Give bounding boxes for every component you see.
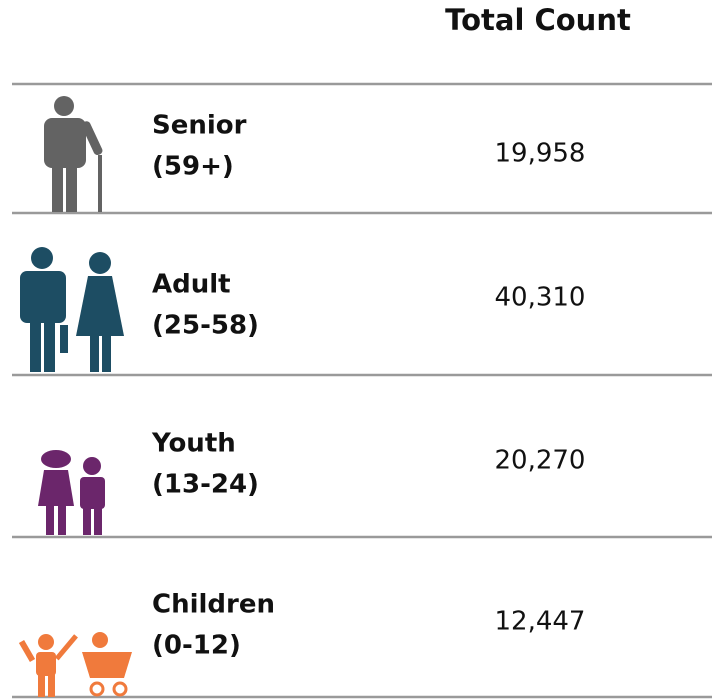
row-label: Senior xyxy=(152,111,247,141)
row-count: 12,447 xyxy=(495,607,586,637)
row-count: 40,310 xyxy=(495,283,586,313)
row-range: (59+) xyxy=(152,152,234,182)
rules xyxy=(12,82,712,699)
header-title: Total Count xyxy=(445,3,631,37)
row-label: Adult xyxy=(152,270,231,300)
row-count: 20,270 xyxy=(495,446,586,476)
children-icon xyxy=(18,632,132,697)
row-range: (13-24) xyxy=(152,470,259,500)
row-count: 19,958 xyxy=(495,139,586,169)
row-label: Youth xyxy=(151,429,236,459)
row-range: (0-12) xyxy=(152,631,241,661)
adult-icon xyxy=(20,247,124,372)
youth-icon xyxy=(38,450,105,535)
row-label: Children xyxy=(152,590,275,620)
senior-icon xyxy=(44,96,103,212)
row-range: (25-58) xyxy=(152,311,259,341)
